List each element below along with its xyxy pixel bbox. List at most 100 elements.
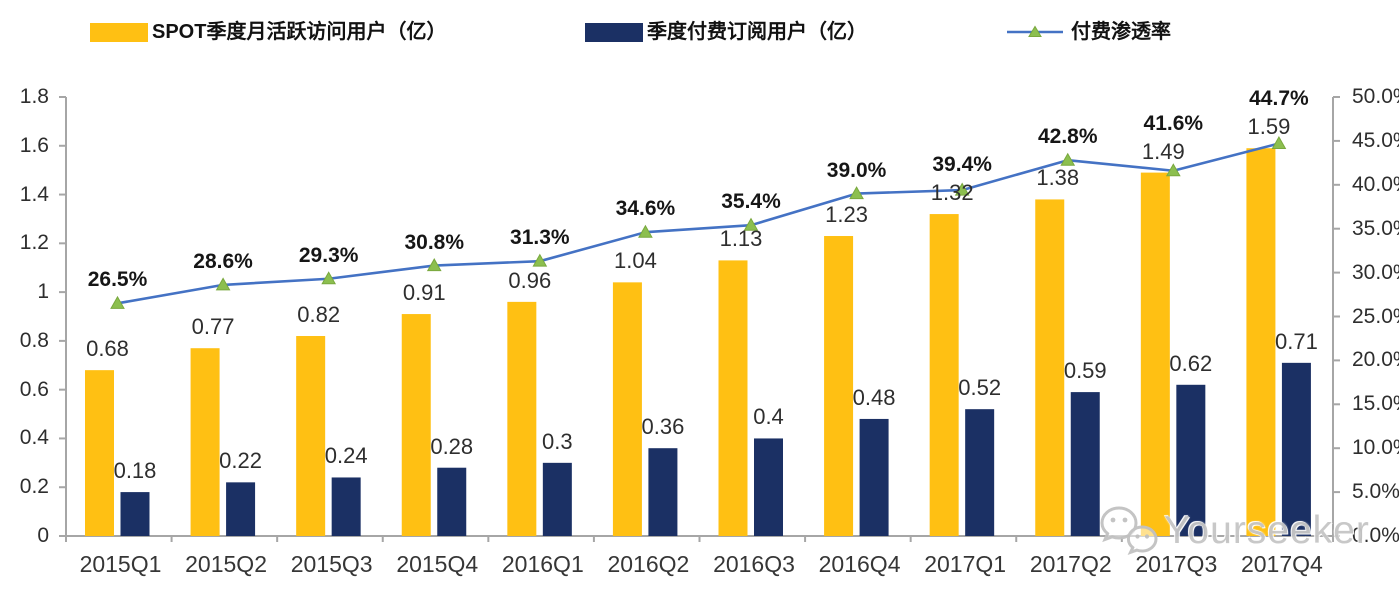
legend-item-mau: SPOT季度月活跃访问用户（亿）	[90, 21, 446, 43]
right-axis-tick-label: 50.0%	[1352, 85, 1399, 108]
legend: SPOT季度月活跃访问用户（亿） 季度付费订阅用户（亿） 付费渗透率	[0, 0, 1399, 60]
x-axis-label: 2015Q2	[185, 551, 267, 577]
bar-mau	[1246, 148, 1276, 536]
bar-subs	[437, 467, 467, 536]
right-axis-tick-label: 10.0%	[1352, 436, 1399, 460]
penetration-label: 26.5%	[87, 268, 148, 292]
bar-label-mau: 0.82	[297, 302, 341, 327]
line-marker-triangle	[849, 186, 864, 200]
bar-subs	[1176, 384, 1206, 536]
bar-label-subs: 0.3	[542, 428, 573, 454]
bar-mau	[929, 214, 959, 537]
left-axis-tick-label: 1.6	[19, 133, 49, 157]
line-marker-triangle	[1165, 163, 1181, 177]
line-marker-triangle	[1271, 136, 1287, 150]
left-axis-tick-label: 1.8	[19, 85, 49, 108]
bar-label-subs: 0.22	[219, 448, 262, 474]
bar-subs	[120, 492, 150, 536]
penetration-label: 29.3%	[298, 243, 359, 267]
x-axis-label: 2016Q2	[607, 551, 690, 577]
penetration-label: 44.7%	[1249, 87, 1309, 111]
right-axis-tick-label: 20.0%	[1352, 348, 1399, 372]
line-marker-triangle	[532, 253, 548, 267]
line-marker-triangle	[638, 224, 653, 238]
legend-item-penetration: 付费渗透率	[1007, 21, 1171, 43]
legend-swatch-mau	[90, 22, 148, 42]
bar-mau	[85, 370, 114, 536]
penetration-label: 30.8%	[404, 230, 465, 254]
penetration-label: 28.6%	[193, 249, 253, 273]
x-axis-label: 2017Q3	[1135, 551, 1218, 577]
left-axis-tick-label: 0.8	[19, 328, 49, 352]
bar-mau	[507, 301, 537, 536]
x-axis-label: 2015Q3	[290, 551, 373, 577]
bar-label-mau: 0.91	[402, 280, 446, 306]
right-axis-tick-label: 30.0%	[1352, 260, 1399, 284]
legend-line-marker-icon	[1007, 22, 1063, 42]
penetration-label: 39.4%	[932, 153, 992, 177]
line-marker-triangle	[954, 182, 970, 196]
bar-label-subs: 0.28	[430, 433, 474, 459]
x-axis-label: 2017Q1	[924, 551, 1007, 577]
x-axis-label: 2016Q1	[501, 551, 584, 577]
bar-subs	[331, 477, 361, 536]
x-axis-label: 2017Q4	[1240, 551, 1323, 577]
x-axis-label: 2016Q3	[713, 551, 795, 577]
right-axis-tick-label: 25.0%	[1352, 304, 1399, 328]
bar-label-subs: 0.18	[113, 458, 157, 484]
bar-mau	[190, 348, 220, 536]
x-axis-label: 2017Q2	[1029, 551, 1112, 577]
line-marker-triangle	[743, 217, 759, 231]
bar-subs	[542, 462, 572, 536]
legend-swatch-subs	[585, 22, 643, 42]
legend-label-subs: 季度付费订阅用户（亿）	[647, 21, 867, 43]
bar-label-mau: 1.13	[719, 226, 763, 252]
left-axis-tick-label: 0.2	[19, 475, 49, 499]
x-axis-label: 2015Q4	[396, 551, 479, 577]
bar-label-subs: 0.62	[1169, 350, 1213, 376]
bar-mau	[824, 236, 854, 536]
legend-label-mau: SPOT季度月活跃访问用户（亿）	[152, 21, 447, 43]
line-marker-triangle	[110, 295, 125, 309]
left-axis-tick-label: 1.4	[19, 182, 49, 206]
line-marker-triangle	[1060, 152, 1076, 166]
bar-label-subs: 0.4	[753, 404, 784, 430]
right-axis-tick-label: 40.0%	[1352, 172, 1399, 196]
right-axis-tick-label: 0.0%	[1352, 524, 1399, 547]
bar-mau	[718, 260, 748, 536]
bar-subs	[754, 438, 783, 536]
line-marker-triangle	[321, 271, 337, 285]
bar-label-subs: 0.36	[641, 414, 685, 440]
right-axis-tick-label: 45.0%	[1352, 128, 1399, 152]
bar-mau	[401, 314, 431, 536]
right-axis-tick-label: 35.0%	[1352, 216, 1399, 240]
bar-subs	[1070, 392, 1100, 536]
left-axis-tick-label: 1	[37, 280, 49, 304]
bar-label-mau: 0.77	[191, 314, 235, 340]
bar-mau	[612, 282, 642, 536]
legend-item-subs: 季度付费订阅用户（亿）	[585, 21, 867, 43]
left-axis-tick-label: 0.6	[19, 377, 49, 401]
bar-subs	[965, 409, 995, 536]
bar-subs	[859, 418, 889, 536]
left-axis-tick-label: 0.4	[19, 426, 49, 450]
x-axis-label: 2015Q1	[79, 551, 162, 577]
bar-label-subs: 0.71	[1274, 328, 1318, 354]
bar-label-mau: 1.49	[1141, 138, 1185, 164]
bar-mau	[296, 336, 326, 536]
penetration-label: 41.6%	[1143, 111, 1204, 135]
bar-label-subs: 0.48	[852, 384, 896, 410]
line-marker-triangle	[215, 277, 231, 291]
bar-label-mau: 1.04	[613, 248, 657, 274]
bar-label-mau: 0.68	[86, 336, 129, 362]
bar-subs	[1281, 362, 1311, 536]
penetration-label: 34.6%	[615, 197, 676, 221]
x-axis-label: 2016Q4	[818, 551, 901, 577]
bar-label-subs: 0.59	[1063, 358, 1107, 384]
bar-label-mau: 1.59	[1247, 114, 1291, 140]
right-axis-tick-label: 15.0%	[1352, 392, 1399, 416]
bar-mau	[1140, 172, 1170, 536]
bar-mau	[1035, 199, 1065, 536]
bar-label-subs: 0.24	[324, 443, 368, 469]
